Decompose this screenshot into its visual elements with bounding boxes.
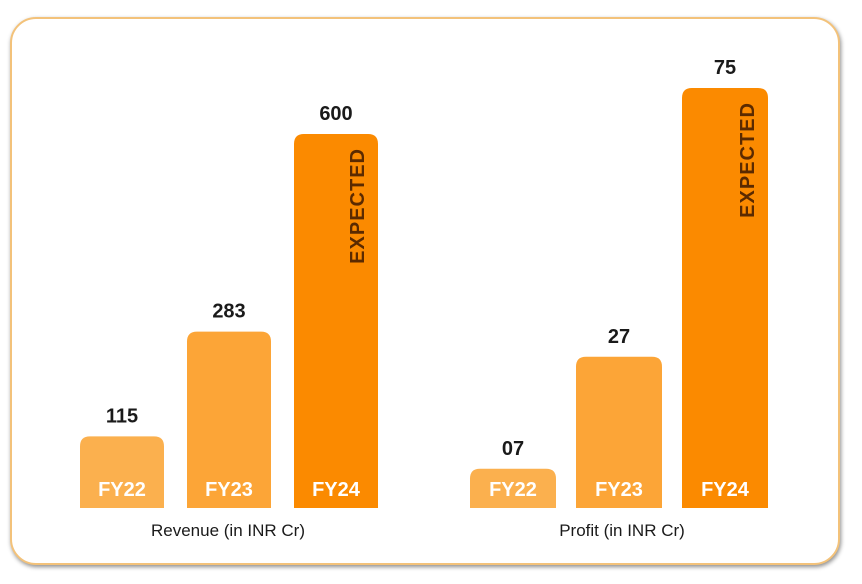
profit-bar-fy23 (576, 356, 662, 508)
profit-value-label-fy23: 27 (608, 326, 630, 348)
profit-bar-fy24 (682, 88, 768, 508)
revenue-category-label-fy22: FY22 (98, 479, 146, 501)
profit-axis-label: Profit (in INR Cr) (559, 521, 685, 540)
revenue-value-label-fy22: 115 (106, 405, 138, 427)
profit-category-label-fy23: FY23 (595, 479, 643, 501)
revenue-expected-label: EXPECTED (347, 148, 369, 264)
profit-bar-fy22 (470, 468, 556, 508)
revenue-category-label-fy24: FY24 (312, 479, 361, 501)
revenue-bar-fy23 (187, 331, 271, 508)
profit-category-label-fy24: FY24 (701, 479, 750, 501)
profit-chart: 07 FY22 27 FY23 75 FY24 EXPECTED Profit (in INR… (470, 57, 768, 540)
revenue-axis-label: Revenue (in INR Cr) (151, 521, 305, 540)
revenue-chart: 115 FY22 283 FY23 600 FY24 EXPECTED Revenue (in… (80, 103, 378, 540)
revenue-category-label-fy23: FY23 (205, 479, 253, 501)
revenue-value-label-fy23: 283 (212, 301, 245, 323)
profit-value-label-fy22: 07 (502, 438, 524, 460)
profit-value-label-fy24: 75 (714, 57, 736, 79)
profit-expected-label: EXPECTED (737, 102, 759, 218)
revenue-bar-fy24 (294, 134, 378, 508)
revenue-value-label-fy24: 600 (319, 103, 352, 125)
profit-category-label-fy22: FY22 (489, 479, 537, 501)
revenue-bar-fy22 (80, 436, 164, 508)
